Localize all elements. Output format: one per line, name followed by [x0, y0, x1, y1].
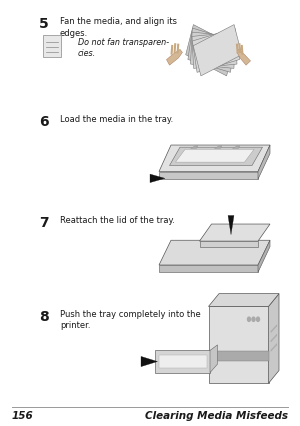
Polygon shape — [208, 307, 268, 383]
Text: Do not fan transparen-
cies.: Do not fan transparen- cies. — [78, 38, 169, 58]
Polygon shape — [237, 50, 250, 66]
Text: 7: 7 — [39, 215, 49, 229]
Polygon shape — [159, 265, 258, 273]
Polygon shape — [258, 146, 270, 180]
Polygon shape — [159, 241, 270, 265]
Polygon shape — [271, 344, 277, 351]
FancyBboxPatch shape — [43, 36, 61, 58]
Polygon shape — [169, 148, 262, 166]
Polygon shape — [258, 241, 270, 273]
Polygon shape — [271, 334, 277, 342]
Polygon shape — [193, 26, 242, 77]
Text: 6: 6 — [39, 115, 49, 129]
Polygon shape — [159, 146, 270, 172]
Polygon shape — [200, 225, 270, 242]
Text: Fan the media, and align its
edges.: Fan the media, and align its edges. — [60, 17, 177, 37]
Text: 5: 5 — [39, 17, 49, 31]
Polygon shape — [159, 355, 207, 368]
Polygon shape — [176, 150, 254, 163]
Polygon shape — [192, 29, 240, 73]
Bar — [246, 313, 266, 330]
Text: Push the tray completely into the
printer.: Push the tray completely into the printe… — [60, 309, 201, 329]
Polygon shape — [159, 172, 258, 180]
Circle shape — [248, 317, 250, 322]
Text: Clearing Media Misfeeds: Clearing Media Misfeeds — [145, 410, 288, 420]
Polygon shape — [271, 325, 277, 333]
Polygon shape — [188, 29, 235, 73]
Polygon shape — [232, 147, 240, 149]
Polygon shape — [268, 294, 279, 383]
Polygon shape — [190, 33, 236, 69]
Polygon shape — [150, 175, 165, 183]
Polygon shape — [210, 345, 218, 373]
Polygon shape — [192, 33, 237, 69]
Polygon shape — [208, 294, 279, 307]
Polygon shape — [167, 50, 182, 66]
Polygon shape — [141, 357, 158, 367]
Polygon shape — [186, 26, 234, 77]
Circle shape — [252, 317, 255, 322]
Polygon shape — [190, 147, 198, 149]
Polygon shape — [208, 351, 268, 361]
Polygon shape — [214, 147, 222, 149]
Polygon shape — [228, 216, 234, 235]
Circle shape — [256, 317, 260, 322]
Text: Reattach the lid of the tray.: Reattach the lid of the tray. — [60, 215, 175, 224]
Polygon shape — [200, 242, 258, 247]
Text: 8: 8 — [39, 309, 49, 323]
Polygon shape — [154, 351, 210, 373]
Text: Load the media in the tray.: Load the media in the tray. — [60, 115, 173, 124]
Text: 156: 156 — [12, 410, 34, 420]
